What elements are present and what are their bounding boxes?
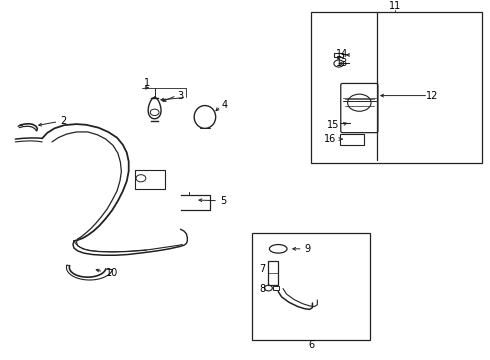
Text: 14: 14 (336, 49, 348, 59)
Text: 7: 7 (260, 265, 266, 274)
Text: 1: 1 (144, 78, 150, 88)
Text: 12: 12 (425, 91, 438, 100)
Bar (311, 12, 482, 163)
Text: 9: 9 (304, 244, 311, 254)
Text: 11: 11 (390, 1, 402, 12)
Text: 8: 8 (260, 284, 266, 294)
Text: 10: 10 (106, 268, 118, 278)
Text: 15: 15 (327, 120, 339, 130)
Bar (252, 233, 369, 340)
Bar (273, 286, 279, 290)
Text: 6: 6 (308, 340, 314, 350)
Bar (334, 53, 343, 57)
Bar (135, 170, 165, 189)
Bar (269, 261, 278, 285)
Text: 5: 5 (220, 197, 226, 206)
Text: 4: 4 (221, 100, 227, 110)
Text: 13: 13 (336, 58, 348, 68)
Text: 2: 2 (60, 116, 66, 126)
Text: 3: 3 (177, 91, 184, 100)
Bar (340, 134, 364, 145)
Text: 16: 16 (323, 134, 336, 144)
